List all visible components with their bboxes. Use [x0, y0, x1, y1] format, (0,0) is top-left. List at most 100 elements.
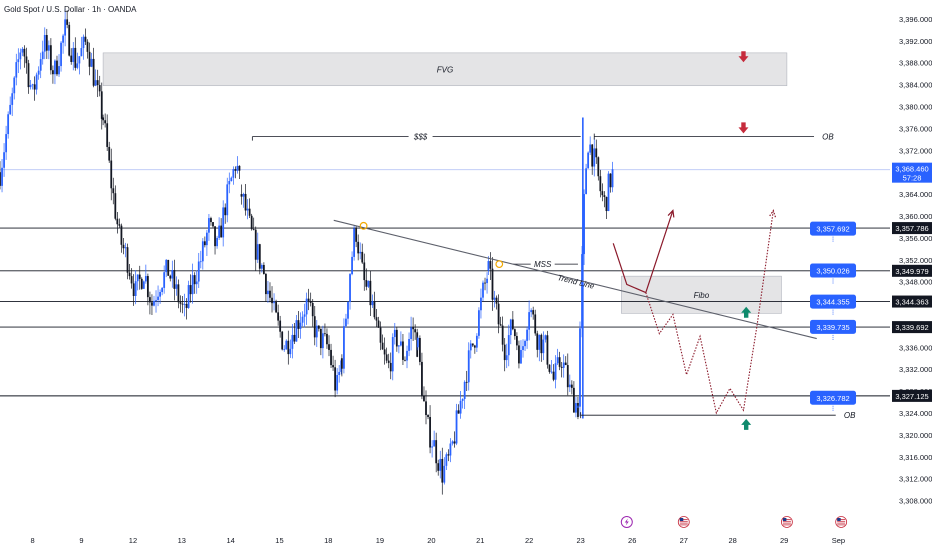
candle-body — [66, 19, 69, 25]
date-tick-label: 27 — [680, 536, 688, 545]
projection-price-tag[interactable] — [810, 263, 857, 278]
candle-body — [538, 334, 541, 350]
price-tick-label: 3,316.000 — [899, 453, 932, 462]
price-axis[interactable]: 3,308.000 3,312.000 3,316.000 3,320.000 3,32… — [890, 0, 932, 550]
candle-body — [393, 329, 396, 338]
candle-body — [443, 465, 446, 483]
candle-body — [593, 148, 596, 167]
price-tags-layer: 3,357.692 3,350.026 3,344.355 3,339.735 3,32… — [810, 221, 857, 412]
candle-body — [343, 326, 345, 369]
candle-body — [351, 256, 353, 275]
candle-body — [62, 35, 64, 43]
level-axis-tag-label: 3,357.786 — [895, 224, 928, 233]
candle-body — [507, 335, 510, 356]
candle-body — [307, 298, 310, 301]
lightning-bolt — [624, 518, 629, 526]
level-axis-tag-label: 3,349.979 — [895, 267, 928, 276]
price-tick-label: 3,376.000 — [899, 124, 932, 133]
candle-body — [524, 340, 526, 347]
candle-body — [52, 70, 54, 75]
candle-body — [248, 208, 251, 216]
date-tick-label: 15 — [275, 536, 283, 545]
candle-body — [395, 329, 398, 347]
projection-arrowhead-dotted — [768, 209, 777, 218]
date-tick-label: 12 — [129, 536, 137, 545]
candle-body — [601, 191, 604, 196]
candle-body — [256, 244, 259, 260]
projection-price-tag[interactable] — [810, 319, 857, 334]
candle-body — [587, 152, 590, 169]
candle-body — [385, 354, 388, 361]
candle-body — [234, 169, 237, 171]
candle-body — [406, 350, 408, 361]
projection-price-tag[interactable] — [810, 390, 857, 405]
candle-body — [122, 244, 125, 249]
candle-body — [532, 310, 535, 315]
candle-body — [54, 60, 56, 75]
candle-body — [361, 251, 364, 263]
swing-marker[interactable] — [495, 260, 504, 269]
price-tick-label: 3,364.000 — [899, 190, 932, 199]
candle-body — [359, 251, 362, 254]
candle-body — [285, 340, 288, 350]
candle-body — [246, 208, 249, 211]
candle-body — [228, 181, 231, 185]
candle-body — [100, 91, 103, 119]
candle-body — [486, 278, 488, 284]
candle-body — [338, 371, 341, 376]
candle-body — [64, 19, 67, 36]
candle-body — [599, 176, 602, 192]
date-tick-label: 18 — [324, 536, 332, 545]
candle-body — [605, 196, 608, 212]
candle-body — [80, 48, 83, 57]
candle-body — [595, 148, 598, 158]
candle-body — [161, 287, 164, 292]
swing-marker[interactable] — [359, 221, 368, 230]
candle-body — [499, 324, 502, 326]
zone-fibo[interactable] — [621, 275, 782, 314]
level-axis-tag-label: 3,339.692 — [895, 323, 928, 332]
candle-body — [513, 329, 516, 337]
candle-body — [130, 276, 133, 284]
trend-line[interactable] — [333, 219, 817, 340]
candle-body — [518, 345, 520, 364]
candle-body — [98, 85, 101, 92]
zone-fvg[interactable] — [102, 52, 788, 87]
current-price-badge[interactable] — [892, 162, 932, 183]
candle-body — [208, 218, 210, 233]
date-tick-label: 23 — [576, 536, 584, 545]
time-axis[interactable]: 8 9 12 13 14 15 18 19 20 21 22 23 26 27 28 29 Sep — [30, 516, 848, 546]
candle-body — [383, 349, 386, 355]
candle-body — [126, 247, 129, 273]
candle-body — [45, 35, 48, 51]
candle-body — [455, 410, 458, 444]
candle-body — [546, 335, 549, 365]
candle-body — [469, 343, 472, 351]
candle-body — [509, 319, 512, 336]
candle-body — [106, 123, 109, 147]
candle-body — [423, 395, 425, 402]
projection-price-tag[interactable] — [810, 294, 857, 309]
candle-body — [435, 440, 438, 464]
projection-path[interactable] — [612, 210, 674, 294]
price-tick-label: 3,372.000 — [899, 146, 932, 155]
projection-price-tag[interactable] — [810, 221, 857, 236]
candle-body — [453, 441, 456, 444]
candle-body — [478, 310, 480, 336]
candle-body — [224, 207, 227, 216]
candle-body — [597, 157, 600, 177]
candle-body — [473, 345, 476, 348]
zones-layer: FVG Fibo — [102, 52, 788, 314]
candle-body — [9, 104, 12, 115]
candle-body — [459, 400, 462, 414]
candle-body — [262, 264, 265, 274]
candle-body — [568, 384, 571, 388]
level-axis-tag — [892, 264, 932, 277]
candle-body — [330, 349, 332, 366]
projection-path-dotted[interactable] — [645, 210, 774, 415]
candle-body — [287, 340, 290, 355]
candle-body — [482, 282, 484, 298]
candle-body — [365, 280, 368, 287]
candle-body — [291, 334, 294, 349]
